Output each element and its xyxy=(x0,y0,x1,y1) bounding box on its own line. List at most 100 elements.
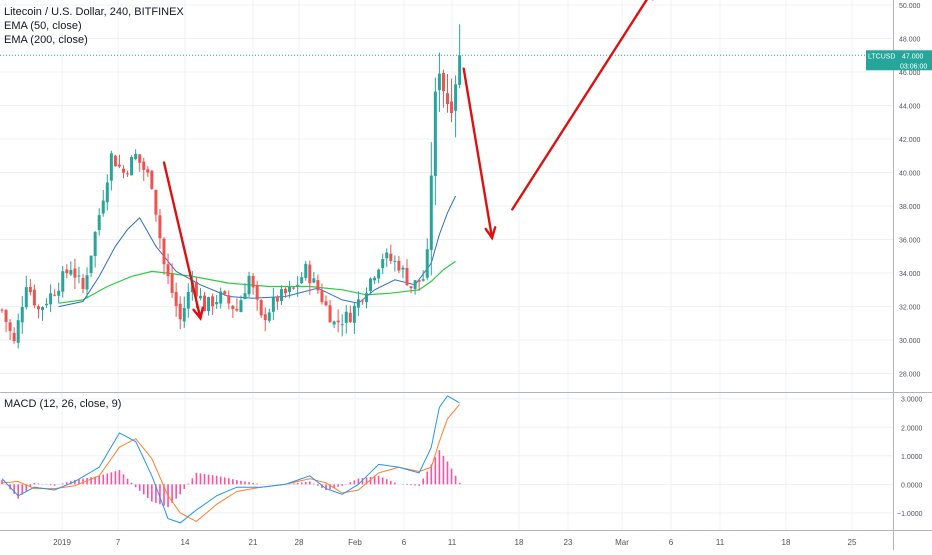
price-tick-label: 32.000 xyxy=(899,305,921,312)
candle xyxy=(409,286,413,294)
candle xyxy=(429,142,433,276)
time-tick-label: 18 xyxy=(515,538,524,547)
macd-lines xyxy=(1,395,460,524)
candle xyxy=(369,277,373,296)
candle xyxy=(308,260,312,295)
candle xyxy=(300,271,304,285)
arrow[interactable] xyxy=(162,161,205,321)
candle xyxy=(105,174,109,211)
candle xyxy=(441,69,445,108)
candle xyxy=(146,166,150,177)
candle xyxy=(389,244,393,265)
candle xyxy=(259,299,263,318)
candle xyxy=(65,264,69,279)
last-price-countdown: 03:06:00 xyxy=(900,63,927,70)
candle xyxy=(203,291,206,312)
candle xyxy=(8,319,12,341)
price-tick-label: 30.000 xyxy=(899,338,921,345)
macd-tick-label: 1.0000 xyxy=(901,454,923,461)
ema-200-line-group xyxy=(58,260,456,304)
candle xyxy=(352,302,356,334)
candle xyxy=(437,52,441,112)
time-tick-label: 11 xyxy=(448,538,457,547)
candle xyxy=(458,24,462,89)
price-tick-label: 50.000 xyxy=(899,3,921,10)
time-tick-label: 7 xyxy=(116,538,121,547)
candle xyxy=(49,284,53,312)
candle xyxy=(328,299,332,323)
price-tick-label: 46.000 xyxy=(899,70,921,77)
candlestick-series xyxy=(0,24,462,349)
candle xyxy=(113,154,117,167)
time-tick-label: 23 xyxy=(564,538,573,547)
candle xyxy=(162,237,166,275)
price-tick-label: 34.000 xyxy=(899,271,921,278)
candle xyxy=(134,149,138,161)
time-axis[interactable]: 2019 7 14 21 28 Feb 6 11 18 23 Mar 6 11 18 25 xyxy=(53,538,857,547)
arrow[interactable] xyxy=(511,0,654,211)
candle xyxy=(207,296,211,316)
drawn-arrows xyxy=(162,0,654,321)
candle xyxy=(138,154,142,172)
price-tick-label: 38.000 xyxy=(899,204,921,211)
candle xyxy=(365,287,368,309)
candle xyxy=(41,306,44,321)
candle xyxy=(178,296,182,330)
ema-50-legend[interactable]: EMA (50, close) xyxy=(4,20,82,32)
last-price-value: 47.000 xyxy=(902,53,924,60)
candle xyxy=(381,253,385,275)
candle xyxy=(454,75,458,138)
macd-axis[interactable]: −1.0000 0.0000 1.0000 2.0000 3.0000 xyxy=(897,397,923,518)
candle xyxy=(433,77,437,206)
last-price-symbol: LTCUSD xyxy=(868,53,895,60)
candle xyxy=(69,261,73,277)
candle xyxy=(219,287,223,309)
price-tick-label: 48.000 xyxy=(899,37,921,44)
candle xyxy=(57,282,61,304)
macd-tick-label: 0.0000 xyxy=(901,482,923,489)
time-tick-label: 28 xyxy=(295,538,304,547)
candle xyxy=(336,309,340,333)
ema-200-legend[interactable]: EMA (200, close) xyxy=(4,34,88,46)
candle xyxy=(267,308,271,323)
candle xyxy=(425,238,429,281)
time-tick-label: Feb xyxy=(348,538,362,547)
price-axis[interactable]: 28.000 30.000 32.000 34.000 36.000 38.000 40.0… xyxy=(899,3,921,379)
time-tick-label: 18 xyxy=(782,538,791,547)
candle xyxy=(417,279,421,291)
candle xyxy=(109,150,113,191)
candle xyxy=(255,280,259,311)
candle xyxy=(348,305,352,323)
candle xyxy=(344,305,348,334)
macd-tick-label: 2.0000 xyxy=(901,425,923,432)
candle xyxy=(150,169,154,190)
candle xyxy=(211,293,215,315)
candle xyxy=(174,282,178,317)
last-price-badge: LTCUSD 47.000 03:06:00 xyxy=(866,50,932,71)
candle xyxy=(332,320,336,329)
macd-tick-label: −1.0000 xyxy=(897,511,923,518)
candle xyxy=(373,275,377,285)
candle xyxy=(421,270,425,282)
candle xyxy=(231,305,235,318)
candle xyxy=(312,272,316,284)
price-tick-label: 44.000 xyxy=(899,104,921,111)
macd-legend[interactable]: MACD (12, 26, close, 9) xyxy=(4,398,122,410)
candle xyxy=(28,279,32,296)
candle xyxy=(284,287,287,298)
candle xyxy=(227,290,231,310)
time-tick-label: 11 xyxy=(716,538,725,547)
candle xyxy=(85,267,89,299)
candle xyxy=(397,255,401,274)
candle xyxy=(32,284,36,309)
candle xyxy=(4,309,8,333)
candle xyxy=(154,189,158,222)
arrow[interactable] xyxy=(462,67,497,241)
candle xyxy=(170,263,174,298)
candle xyxy=(356,291,360,316)
time-tick-label: 2019 xyxy=(53,538,71,547)
time-tick-label: 25 xyxy=(848,538,857,547)
